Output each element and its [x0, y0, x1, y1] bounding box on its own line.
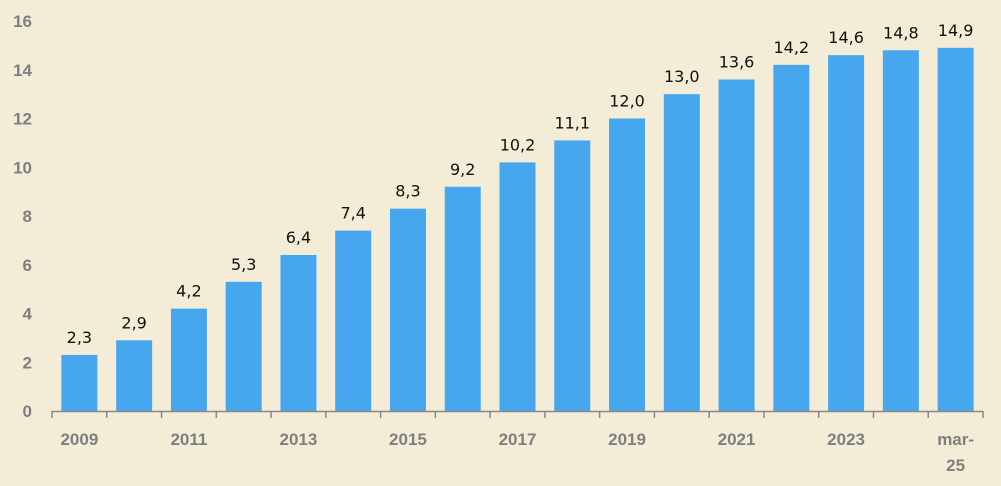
data-label: 6,4 [286, 228, 311, 247]
bar [444, 186, 481, 411]
x-tick-label: 2013 [280, 430, 318, 449]
x-tick-label: mar-25 [937, 430, 974, 475]
bar [554, 140, 591, 411]
data-label: 5,3 [231, 255, 256, 274]
bar [170, 308, 207, 411]
bar [225, 281, 262, 411]
x-tick-label: 2009 [60, 430, 98, 449]
bar [663, 94, 700, 411]
bar [609, 118, 646, 411]
data-label: 9,2 [450, 160, 475, 179]
x-tick-label: 2023 [827, 430, 865, 449]
data-label: 12,0 [609, 92, 645, 111]
bar [937, 47, 974, 411]
data-label: 2,3 [67, 328, 92, 347]
bar [718, 79, 755, 411]
y-tick-label: 8 [23, 207, 32, 226]
y-tick-label: 6 [23, 256, 32, 275]
data-label: 13,0 [664, 67, 700, 86]
y-tick-label: 10 [13, 158, 32, 177]
bar [116, 340, 153, 411]
data-label: 7,4 [340, 204, 365, 223]
data-label: 14,2 [774, 38, 810, 57]
x-tick-label: 2019 [608, 430, 646, 449]
y-tick-label: 12 [13, 110, 32, 129]
x-tick-label: 2015 [389, 430, 427, 449]
data-label: 11,1 [554, 113, 590, 132]
data-label: 4,2 [176, 282, 201, 301]
y-tick-label: 14 [13, 61, 32, 80]
x-tick-label: 2021 [718, 430, 756, 449]
bar [61, 354, 98, 411]
bar [389, 208, 426, 411]
bar [499, 162, 536, 411]
bar [828, 55, 865, 411]
y-tick-label: 4 [23, 305, 33, 324]
data-label: 10,2 [500, 135, 536, 154]
data-label: 2,9 [121, 313, 146, 332]
bar [280, 255, 317, 411]
data-label: 8,3 [395, 182, 420, 201]
data-label: 14,6 [828, 28, 864, 47]
bar [335, 230, 372, 411]
data-label: 14,9 [938, 21, 974, 40]
x-tick-label: 2011 [170, 430, 207, 449]
bar [882, 50, 919, 411]
x-tick-label: 2017 [499, 430, 537, 449]
y-tick-label: 16 [13, 12, 32, 31]
data-label: 13,6 [719, 53, 755, 72]
y-tick-label: 2 [23, 353, 32, 372]
data-label: 14,8 [883, 23, 919, 42]
bar [773, 64, 810, 411]
y-tick-label: 0 [23, 402, 32, 421]
